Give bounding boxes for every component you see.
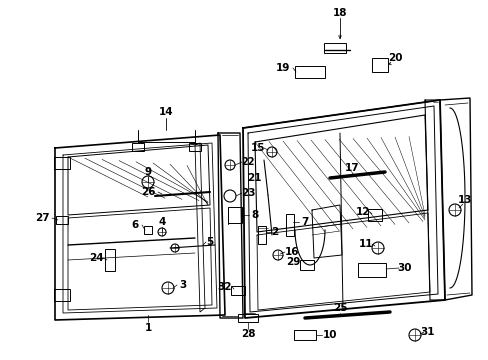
Bar (299, 260, 313, 270)
Bar (143, 226, 152, 234)
Text: 20: 20 (387, 53, 402, 63)
Text: 2: 2 (271, 227, 278, 237)
Text: 16: 16 (284, 247, 299, 257)
Text: 21: 21 (246, 173, 261, 183)
Text: 9: 9 (144, 167, 151, 177)
Text: 5: 5 (206, 237, 213, 247)
Text: 15: 15 (250, 143, 264, 153)
Bar (56, 216, 68, 224)
Bar (293, 330, 315, 340)
Text: 1: 1 (144, 323, 151, 333)
Bar (54, 157, 70, 169)
Text: 3: 3 (179, 280, 186, 290)
Bar (54, 289, 70, 301)
Text: 26: 26 (141, 187, 155, 197)
Text: 7: 7 (301, 217, 308, 227)
Bar (258, 226, 265, 244)
Text: 12: 12 (355, 207, 369, 217)
Text: 17: 17 (344, 163, 359, 173)
Bar (285, 214, 293, 236)
Bar (324, 43, 346, 53)
Text: 30: 30 (397, 263, 411, 273)
Text: 19: 19 (275, 63, 289, 73)
Text: 13: 13 (457, 195, 471, 205)
Text: 27: 27 (35, 213, 49, 223)
Text: 8: 8 (251, 210, 258, 220)
Bar (294, 66, 325, 78)
Text: 10: 10 (322, 330, 337, 340)
Text: 28: 28 (240, 329, 255, 339)
Bar (105, 249, 115, 271)
Text: 22: 22 (241, 157, 254, 167)
Text: 32: 32 (217, 282, 232, 292)
Bar (227, 207, 242, 223)
Text: 6: 6 (131, 220, 138, 230)
Text: 4: 4 (158, 217, 165, 227)
Bar (238, 314, 258, 322)
Bar (189, 143, 201, 151)
Text: 23: 23 (240, 188, 255, 198)
Bar (371, 58, 387, 72)
Text: 24: 24 (88, 253, 103, 263)
Text: 18: 18 (332, 8, 346, 18)
Bar (367, 209, 381, 221)
Text: 31: 31 (420, 327, 434, 337)
Text: 14: 14 (159, 107, 173, 117)
Text: 11: 11 (358, 239, 372, 249)
Bar (230, 285, 244, 294)
Text: 25: 25 (332, 303, 346, 313)
Bar (357, 263, 385, 277)
Bar (132, 143, 143, 151)
Text: 29: 29 (285, 257, 300, 267)
